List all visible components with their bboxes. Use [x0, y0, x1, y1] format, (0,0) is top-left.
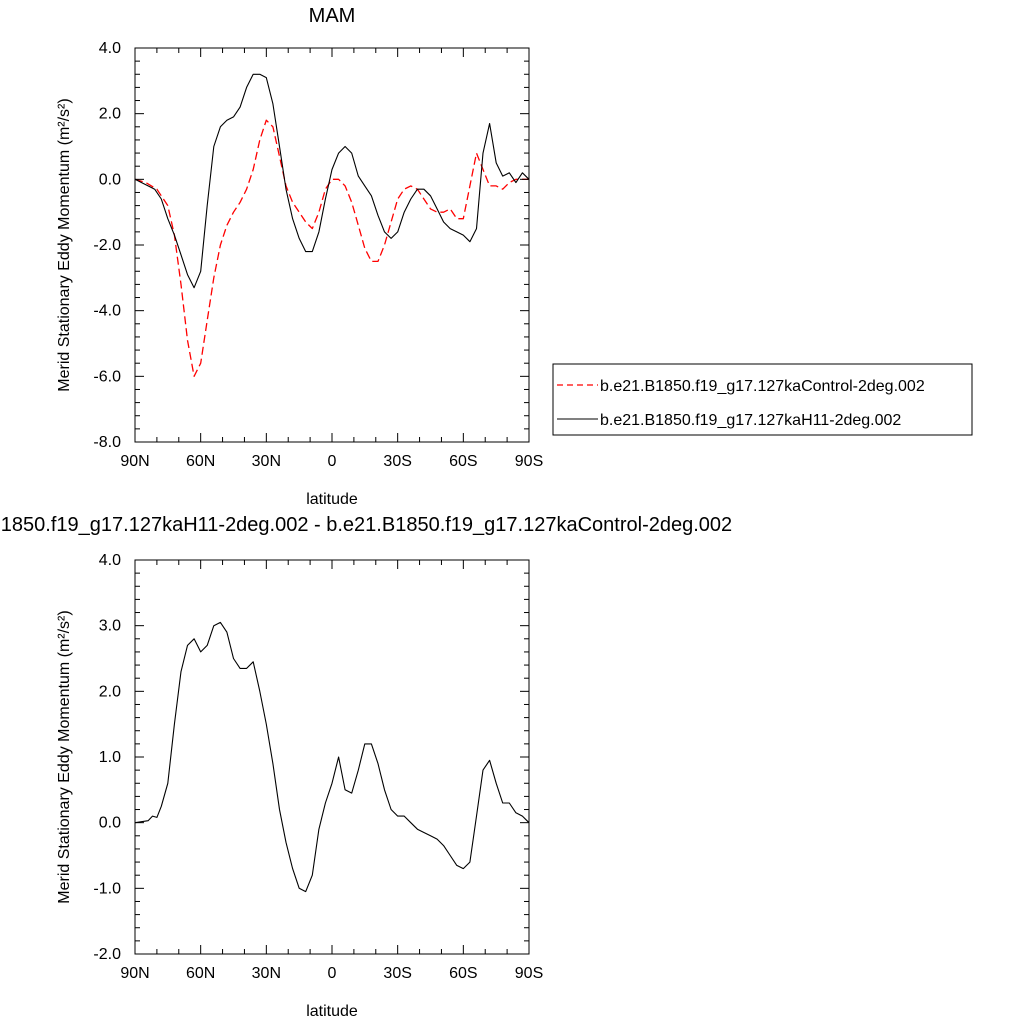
top-x-tick-label: 90N [120, 453, 149, 470]
bottom-chart-title: b.e21.B1850.f19_g17.127kaH11-2deg.002 - … [0, 514, 732, 536]
bottom-x-tick-label: 90S [515, 965, 543, 982]
top-panel: MAM 90N 60N 30N 0 30S 60S 90S -8.0 -6.0 -4.0 -2.0 0… [56, 5, 973, 508]
top-x-tick-label: 90S [515, 453, 543, 470]
bottom-axis-ticks: 90N 60N 30N 0 30S 60S 90S -2.0 -1.0 0.0 1.0 2.0 3.0 4… [93, 552, 543, 982]
top-x-tick-label: 60S [449, 453, 477, 470]
top-series-line-2 [134, 73, 530, 289]
legend-label-control: b.e21.B1850.f19_g17.127kaControl-2deg.00… [600, 378, 925, 395]
bottom-x-tick-label: 0 [328, 965, 337, 982]
bottom-y-tick-label: 1.0 [99, 749, 121, 766]
top-chart-title: MAM [309, 5, 356, 27]
legend-frame [552, 363, 973, 436]
bottom-y-tick-label: 3.0 [99, 618, 121, 635]
top-x-tick-label: 0 [328, 453, 337, 470]
bottom-y-tick-label: 2.0 [99, 683, 121, 700]
top-x-tick-label: 30S [383, 453, 411, 470]
top-plot-frame [134, 47, 530, 443]
top-y-tick-label: -2.0 [93, 237, 121, 254]
bottom-y-axis-title: Merid Stationary Eddy Momentum (m²/s²) [56, 610, 73, 903]
bottom-x-axis-title: latitude [306, 1003, 358, 1020]
bottom-x-tick-label: 30N [252, 965, 281, 982]
top-y-tick-label: -4.0 [93, 303, 121, 320]
top-y-tick-label: 2.0 [99, 106, 121, 123]
legend-label-h11: b.e21.B1850.f19_g17.127kaH11-2deg.002 [600, 412, 901, 429]
bottom-plot-frame [134, 559, 530, 955]
bottom-panel: b.e21.B1850.f19_g17.127kaH11-2deg.002 - … [0, 514, 732, 1020]
top-series-line-1 [134, 119, 529, 377]
bottom-x-tick-label: 90N [120, 965, 149, 982]
bottom-series-layer [134, 621, 530, 893]
bottom-x-tick-label: 30S [383, 965, 411, 982]
bottom-x-tick-label: 60S [449, 965, 477, 982]
bottom-x-tick-label: 60N [186, 965, 215, 982]
top-x-tick-label: 60N [186, 453, 215, 470]
top-y-tick-label: 0.0 [99, 171, 121, 188]
top-x-tick-label: 30N [252, 453, 281, 470]
top-legend: b.e21.B1850.f19_g17.127kaControl-2deg.00… [552, 363, 973, 436]
top-y-tick-label: -8.0 [93, 434, 121, 451]
top-y-axis-title: Merid Stationary Eddy Momentum (m²/s²) [56, 98, 73, 391]
bottom-series-line-1 [134, 621, 530, 893]
top-series-layer [134, 73, 530, 377]
top-y-tick-label: -6.0 [93, 368, 121, 385]
bottom-y-tick-label: -2.0 [93, 946, 121, 963]
top-x-axis-title: latitude [306, 491, 358, 508]
bottom-y-tick-label: -1.0 [93, 880, 121, 897]
top-axis-ticks: 90N 60N 30N 0 30S 60S 90S -8.0 -6.0 -4.0 -2.0 0.0 2.… [93, 40, 543, 470]
bottom-y-tick-label: 0.0 [99, 815, 121, 832]
top-y-tick-label: 4.0 [99, 40, 121, 57]
bottom-y-tick-label: 4.0 [99, 552, 121, 569]
